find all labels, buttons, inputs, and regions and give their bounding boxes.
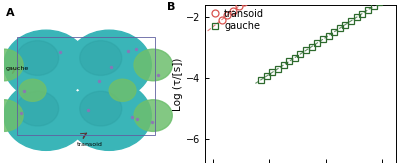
Text: B: B: [166, 2, 175, 12]
gauche: [309, 46, 314, 48]
gauche: [276, 68, 280, 70]
Line: transoid: transoid: [218, 0, 343, 23]
gauche: [332, 31, 336, 33]
gauche: [360, 13, 365, 15]
transoid: [219, 19, 224, 21]
gauche: [354, 16, 359, 18]
Text: gauche: gauche: [6, 66, 29, 71]
gauche: [304, 49, 308, 51]
Circle shape: [19, 79, 46, 101]
gauche: [343, 24, 348, 26]
Text: A: A: [6, 8, 14, 18]
Circle shape: [80, 91, 122, 126]
Circle shape: [0, 49, 23, 81]
Circle shape: [67, 81, 151, 150]
transoid: [225, 14, 230, 16]
Circle shape: [0, 100, 23, 131]
gauche: [264, 75, 269, 77]
Circle shape: [17, 91, 59, 126]
gauche: [366, 9, 370, 11]
gauche: [292, 57, 297, 59]
Circle shape: [67, 30, 151, 100]
Circle shape: [4, 81, 88, 150]
gauche: [349, 20, 354, 22]
gauche: [281, 64, 286, 66]
Y-axis label: Log (τ/[s]): Log (τ/[s]): [173, 57, 183, 111]
gauche: [287, 60, 292, 62]
transoid: [242, 1, 246, 3]
gauche: [259, 79, 264, 81]
Circle shape: [17, 41, 59, 75]
Text: transoid: transoid: [77, 141, 102, 147]
gauche: [315, 42, 320, 44]
transoid: [236, 5, 241, 7]
Circle shape: [134, 49, 172, 81]
gauche: [377, 1, 382, 3]
gauche: [320, 38, 325, 40]
Line: gauche: gauche: [258, 0, 382, 83]
gauche: [337, 27, 342, 29]
Circle shape: [80, 41, 122, 75]
Circle shape: [109, 79, 136, 101]
gauche: [326, 35, 331, 37]
Circle shape: [134, 100, 172, 131]
Circle shape: [4, 30, 88, 100]
gauche: [270, 71, 275, 73]
transoid: [230, 10, 235, 12]
gauche: [371, 5, 376, 7]
Legend: transoid, gauche: transoid, gauche: [208, 8, 265, 32]
gauche: [298, 53, 303, 55]
